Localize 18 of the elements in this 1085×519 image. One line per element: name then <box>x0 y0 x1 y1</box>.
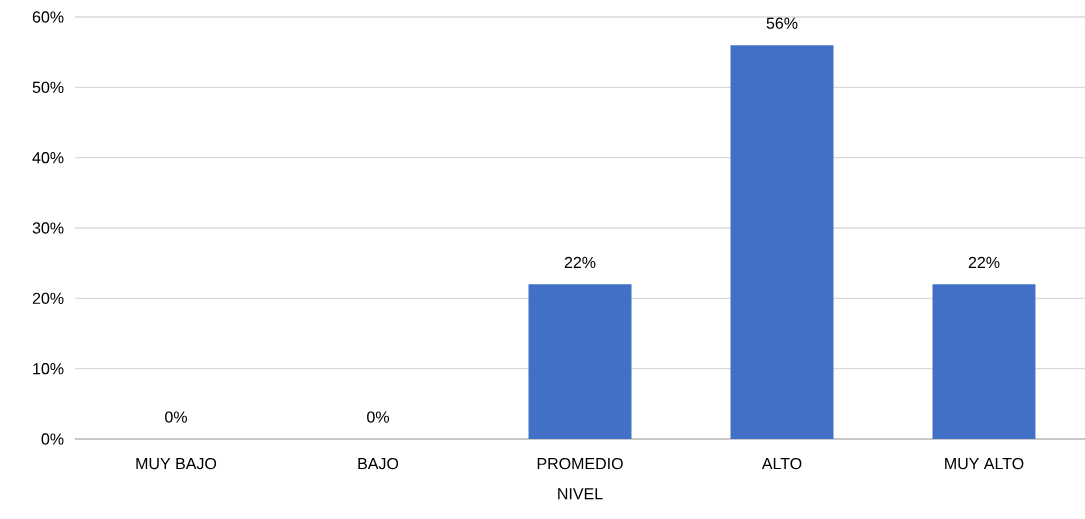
y-tick-label: 10% <box>33 363 64 375</box>
data-label: 22% <box>564 256 596 268</box>
x-tick-label: PROMEDIO <box>537 457 623 470</box>
x-axis-title: NIVEL <box>558 488 603 500</box>
y-tick-label: 0% <box>41 433 64 445</box>
data-label: 56% <box>766 17 798 29</box>
x-tick-label: MUY ALTO <box>945 457 1024 470</box>
x-tick-label: BAJO <box>358 457 399 470</box>
y-tick-label: 30% <box>32 222 64 234</box>
y-tick-label: 40% <box>32 152 64 164</box>
data-label: 0% <box>165 411 187 423</box>
y-tick-label: 50% <box>32 81 64 93</box>
y-tick-label: 60% <box>32 11 64 23</box>
data-label: 0% <box>367 411 389 423</box>
y-tick-label: 20% <box>32 292 64 304</box>
x-tick-label: ALTO <box>761 457 802 470</box>
data-label: 22% <box>968 256 1000 268</box>
x-tick-label: MUY BAJO <box>136 457 217 470</box>
